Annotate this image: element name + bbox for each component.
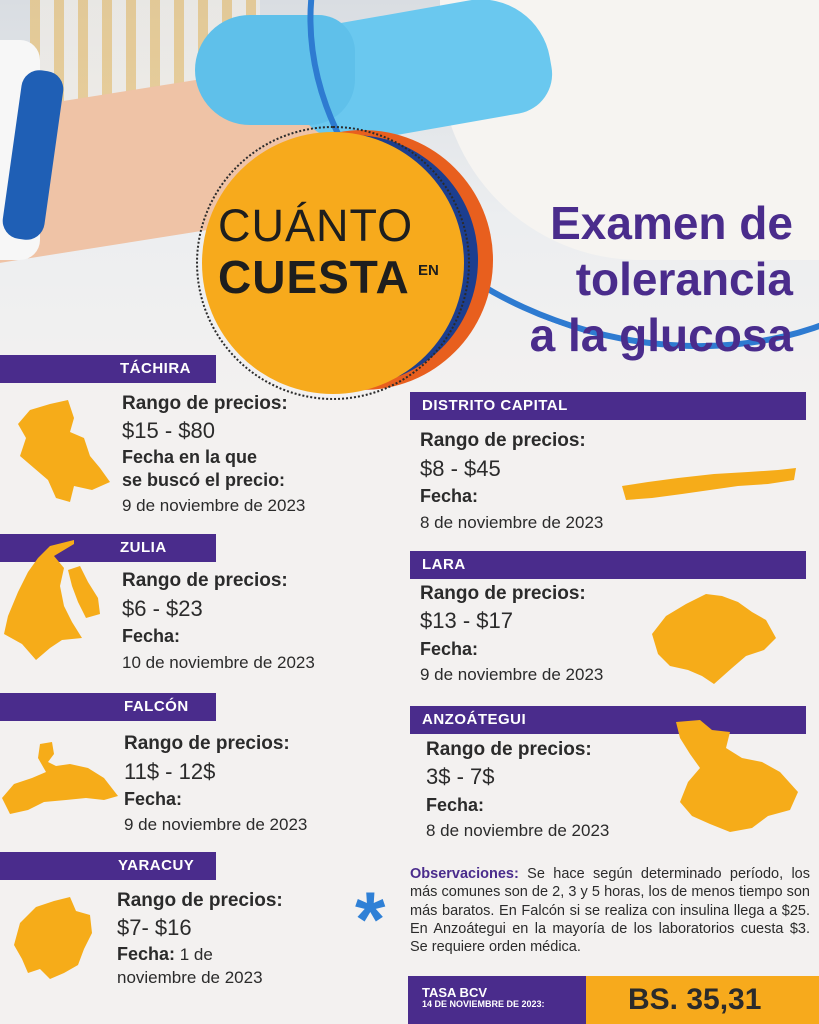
region-bar-yaracuy: YARACUY <box>0 852 216 880</box>
anzoategui-price: 3$ - 7$ <box>426 764 495 789</box>
distrito-capital-date-label: Fecha: <box>420 486 479 506</box>
tachira-range-label: Rango de precios: <box>122 393 288 414</box>
observations-label: Observaciones: <box>410 866 519 882</box>
zulia-price: $6 - $23 <box>122 596 203 621</box>
distrito-capital-map <box>622 468 796 500</box>
tachira-date-label-2: se buscó el precio: <box>122 470 286 490</box>
anzoategui-date-label: Fecha: <box>426 795 485 815</box>
anzoategui-map <box>676 720 798 832</box>
lara-map <box>652 594 776 684</box>
tachira-price: $15 - $80 <box>122 418 215 443</box>
yaracuy-date-2: noviembre de 2023 <box>117 968 263 987</box>
observations-text: Se hace según determinado período, los m… <box>410 866 810 956</box>
tasa-bcv-date: 14 DE NOVIEMBRE DE 2023: <box>422 999 545 1009</box>
lara-date: 9 de noviembre de 2023 <box>420 665 604 684</box>
anzoategui-date: 8 de noviembre de 2023 <box>426 821 610 840</box>
tasa-bcv-value: BS. 35,31 <box>586 976 819 1024</box>
tachira-date: 9 de noviembre de 2023 <box>122 496 306 515</box>
distrito-capital-range-label: Rango de precios: <box>420 430 586 451</box>
title-line-1: Examen de <box>550 197 793 249</box>
tachira-map <box>18 400 110 502</box>
lara-price: $13 - $17 <box>420 608 513 633</box>
yaracuy-price: $7- $16 <box>117 915 192 940</box>
hero-photo <box>0 0 819 400</box>
title-line-3: a la glucosa <box>529 309 793 361</box>
badge-dotted-ring <box>196 126 470 400</box>
tasa-bcv-label-box: TASA BCV 14 DE NOVIEMBRE DE 2023: <box>408 976 586 1024</box>
lara-date-label: Fecha: <box>420 639 479 659</box>
observations-note: Observaciones: Se hace según determinado… <box>410 865 810 956</box>
title-line-2: tolerancia <box>575 253 793 305</box>
zulia-date: 10 de noviembre de 2023 <box>122 653 315 672</box>
badge-line-2: CUESTA <box>218 251 410 303</box>
zulia-range-label: Rango de precios: <box>122 570 288 591</box>
falcon-price: 11$ - 12$ <box>124 759 216 784</box>
badge-en: EN <box>418 262 439 279</box>
region-bar-zulia: ZULIA <box>0 534 216 562</box>
tachira-date-label-1: Fecha en la que <box>122 447 258 467</box>
distrito-capital-date: 8 de noviembre de 2023 <box>420 513 604 532</box>
page-title: Examen de tolerancia a la glucosa <box>463 195 793 363</box>
badge-line-1: CUÁNTO <box>218 200 414 251</box>
yaracuy-date-label: Fecha: <box>117 944 176 964</box>
falcon-map <box>2 742 118 814</box>
lara-range-label: Rango de precios: <box>420 583 586 604</box>
yaracuy-map <box>14 897 92 979</box>
glove-left <box>195 15 355 125</box>
anzoategui-range-label: Rango de precios: <box>426 739 592 760</box>
yaracuy-date-1: 1 de <box>175 945 213 964</box>
region-bar-distrito-capital: DISTRITO CAPITAL <box>410 392 806 420</box>
zulia-map <box>4 540 100 660</box>
distrito-capital-price: $8 - $45 <box>420 456 501 481</box>
falcon-range-label: Rango de precios: <box>124 733 290 754</box>
region-bar-anzoategui: ANZOÁTEGUI <box>410 706 806 734</box>
tasa-bcv-box: TASA BCV 14 DE NOVIEMBRE DE 2023: BS. 35… <box>408 976 819 1024</box>
asterisk-icon: * <box>355 875 386 963</box>
region-bar-falcon: FALCÓN <box>0 693 216 721</box>
zulia-date-label: Fecha: <box>122 626 181 646</box>
falcon-date: 9 de noviembre de 2023 <box>124 815 308 834</box>
region-bar-tachira: TÁCHIRA <box>0 355 216 383</box>
region-bar-lara: LARA <box>410 551 806 579</box>
yaracuy-range-label: Rango de precios: <box>117 890 283 911</box>
tasa-bcv-label: TASA BCV <box>422 985 487 1000</box>
falcon-date-label: Fecha: <box>124 789 183 809</box>
yaracuy-date-row: Fecha: 1 de <box>117 944 213 965</box>
